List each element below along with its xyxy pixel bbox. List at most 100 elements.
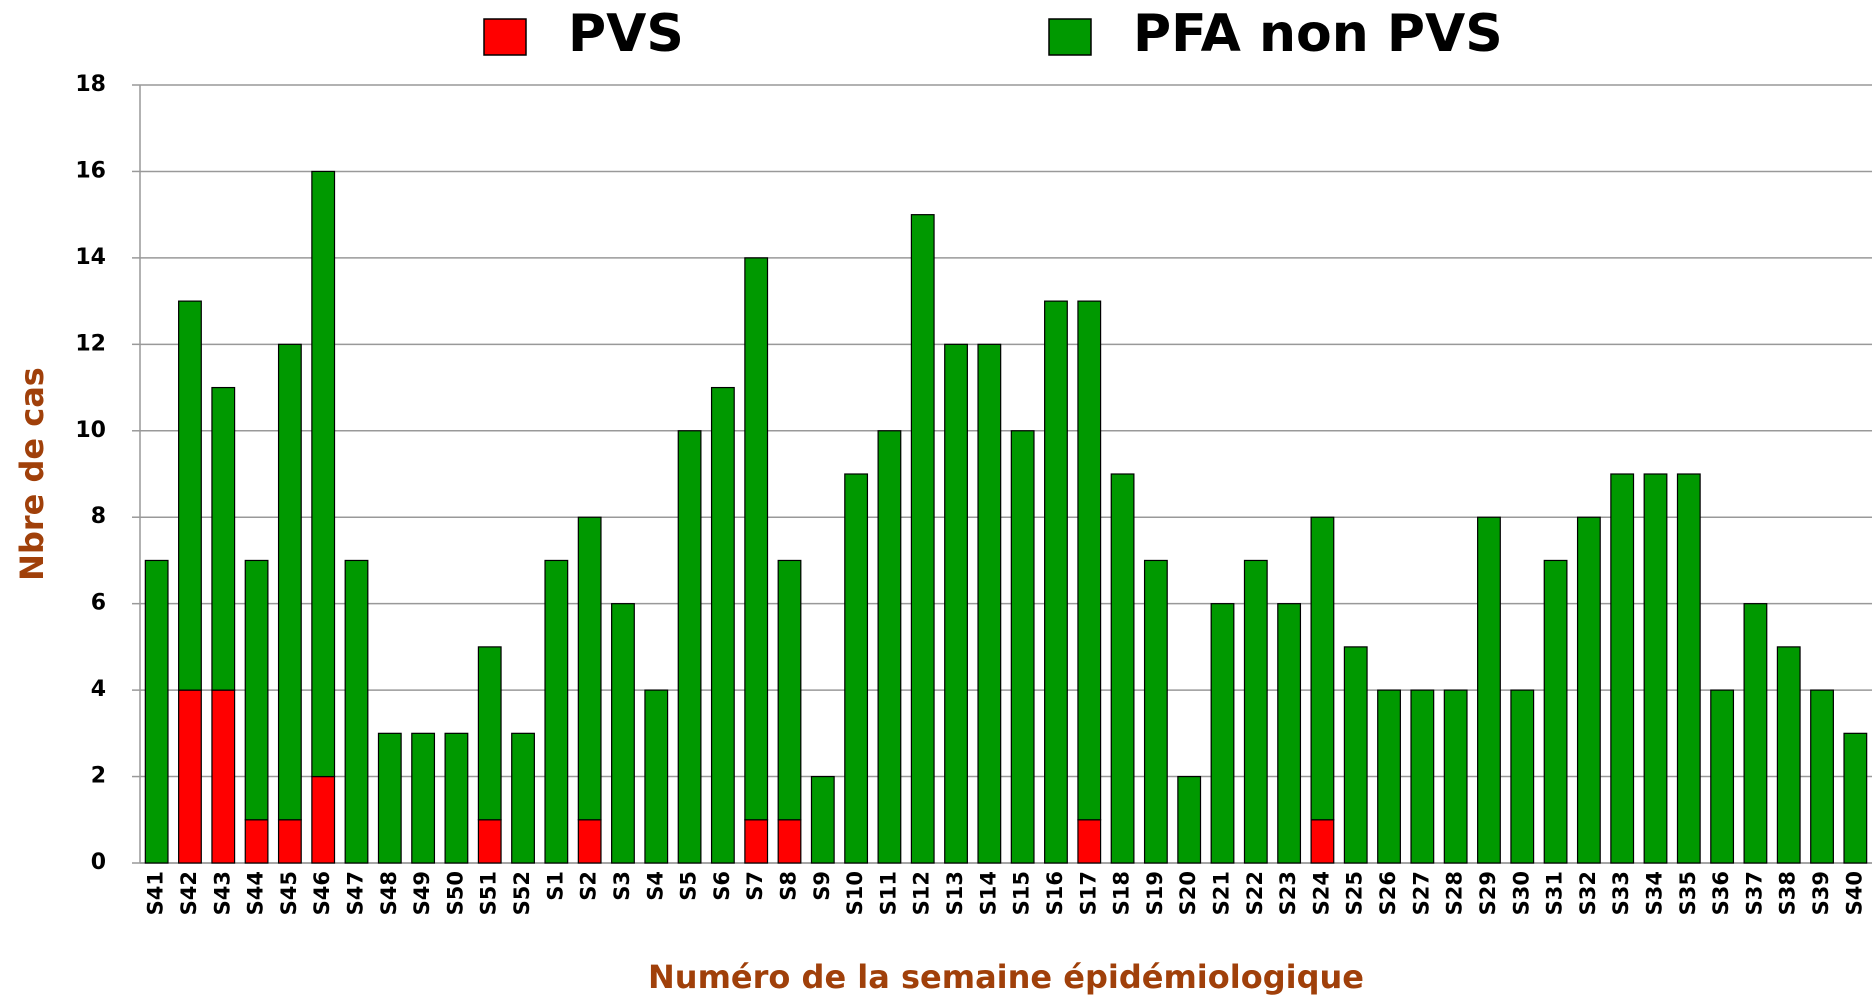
- x-tick-label: S37: [1742, 871, 1766, 915]
- bar-segment: [178, 689, 202, 864]
- x-tick-label: S30: [1509, 871, 1533, 915]
- x-axis-label: Numéro de la semaine épidémiologique: [648, 958, 1364, 996]
- bar-segment: [1843, 732, 1868, 864]
- x-tick-label: S38: [1776, 871, 1800, 915]
- y-tick-label: 8: [91, 504, 106, 529]
- y-tick-label: 16: [75, 158, 106, 183]
- x-tick-label: S34: [1643, 871, 1667, 915]
- bar-segment: [311, 775, 336, 864]
- x-tick-label: S33: [1609, 871, 1633, 915]
- x-tick-label: S7: [743, 871, 767, 901]
- bar-segment: [1743, 603, 1768, 864]
- bar-segment: [744, 819, 769, 864]
- y-tick-label: 4: [91, 677, 106, 702]
- bar-segment: [1510, 689, 1535, 864]
- bar-segment: [1077, 300, 1102, 821]
- legend-swatch: [1048, 18, 1092, 56]
- x-tick-label: S29: [1476, 871, 1500, 915]
- x-tick-label: S16: [1043, 871, 1067, 915]
- bar-segment: [444, 732, 469, 864]
- x-tick-label: S52: [510, 871, 534, 915]
- bar-segment: [544, 559, 569, 864]
- y-tick-label: 18: [75, 72, 106, 97]
- y-tick-label: 12: [75, 331, 106, 356]
- x-tick-label: S17: [1076, 871, 1100, 915]
- x-tick-label: S13: [943, 871, 967, 915]
- bar-segment: [877, 430, 902, 864]
- x-tick-label: S26: [1376, 871, 1400, 915]
- bar-segment: [1143, 559, 1168, 864]
- x-tick-label: S50: [443, 871, 467, 915]
- bar-segment: [844, 473, 869, 864]
- bar-segment: [744, 257, 769, 821]
- bar-segment: [1177, 775, 1202, 864]
- bar-segment: [1477, 516, 1501, 864]
- x-tick-label: S23: [1276, 871, 1300, 915]
- bar-segment: [710, 386, 735, 864]
- x-tick-label: S31: [1543, 871, 1567, 915]
- bar-segment: [344, 559, 369, 864]
- y-tick-label: 6: [91, 591, 106, 616]
- x-tick-label: S20: [1176, 871, 1200, 915]
- x-tick-label: S1: [543, 871, 567, 901]
- bar-segment: [1310, 819, 1335, 864]
- bar-segment: [1676, 473, 1701, 864]
- bar-segment: [1110, 473, 1135, 864]
- y-tick-label: 2: [91, 764, 106, 789]
- bar-segment: [1610, 473, 1635, 864]
- bar-segment: [477, 646, 502, 821]
- bar-segment: [178, 300, 202, 691]
- x-tick-label: S19: [1143, 871, 1167, 915]
- bar-segment: [277, 343, 302, 821]
- bar-segment: [1243, 559, 1268, 864]
- bar-segment: [477, 819, 502, 864]
- legend-label: PVS: [568, 4, 684, 64]
- x-tick-label: S41: [144, 871, 168, 915]
- y-tick-label: 0: [91, 850, 106, 875]
- bar-segment: [677, 430, 702, 864]
- bar-segment: [577, 819, 602, 864]
- x-tick-label: S18: [1110, 871, 1134, 915]
- x-tick-label: S45: [277, 871, 301, 915]
- x-tick-label: S12: [910, 871, 934, 915]
- x-tick-label: S51: [477, 871, 501, 915]
- y-axis-label: Nbre de cas: [13, 367, 51, 581]
- bar-segment: [1810, 689, 1834, 864]
- bar-segment: [311, 170, 336, 778]
- bar-segment: [1310, 516, 1335, 821]
- x-tick-label: S10: [843, 871, 867, 915]
- bar-segment: [611, 603, 635, 864]
- bar-segment: [144, 559, 169, 864]
- x-tick-label: S48: [377, 871, 401, 915]
- x-tick-label: S4: [643, 871, 667, 901]
- bar-segment: [944, 343, 968, 864]
- y-tick-label: 10: [75, 418, 106, 443]
- bar-segment: [1776, 646, 1801, 864]
- bar-segment: [1077, 819, 1102, 864]
- x-tick-label: S39: [1809, 871, 1833, 915]
- x-tick-label: S15: [1010, 871, 1034, 915]
- x-tick-label: S42: [177, 871, 201, 915]
- x-tick-label: S47: [344, 871, 368, 915]
- bar-segment: [1643, 473, 1668, 864]
- bar-segment: [1576, 516, 1601, 864]
- x-tick-label: S14: [976, 871, 1000, 915]
- bar-segment: [211, 689, 236, 864]
- x-tick-label: S3: [610, 871, 634, 901]
- bar-segment: [211, 386, 236, 691]
- bar-segment: [1410, 689, 1435, 864]
- x-tick-label: S6: [710, 871, 734, 901]
- bar-segment: [977, 343, 1002, 864]
- bar-segment: [1277, 603, 1302, 864]
- bar-segment: [1443, 689, 1468, 864]
- bar-segment: [377, 732, 402, 864]
- x-tick-label: S35: [1676, 871, 1700, 915]
- bar-segment: [810, 775, 835, 864]
- bar-segment: [277, 819, 302, 864]
- bar-segment: [644, 689, 669, 864]
- bar-segment: [910, 214, 935, 864]
- x-tick-label: S2: [577, 871, 601, 901]
- y-tick-label: 14: [75, 245, 106, 270]
- bar-segment: [1543, 559, 1568, 864]
- x-tick-label: S22: [1243, 871, 1267, 915]
